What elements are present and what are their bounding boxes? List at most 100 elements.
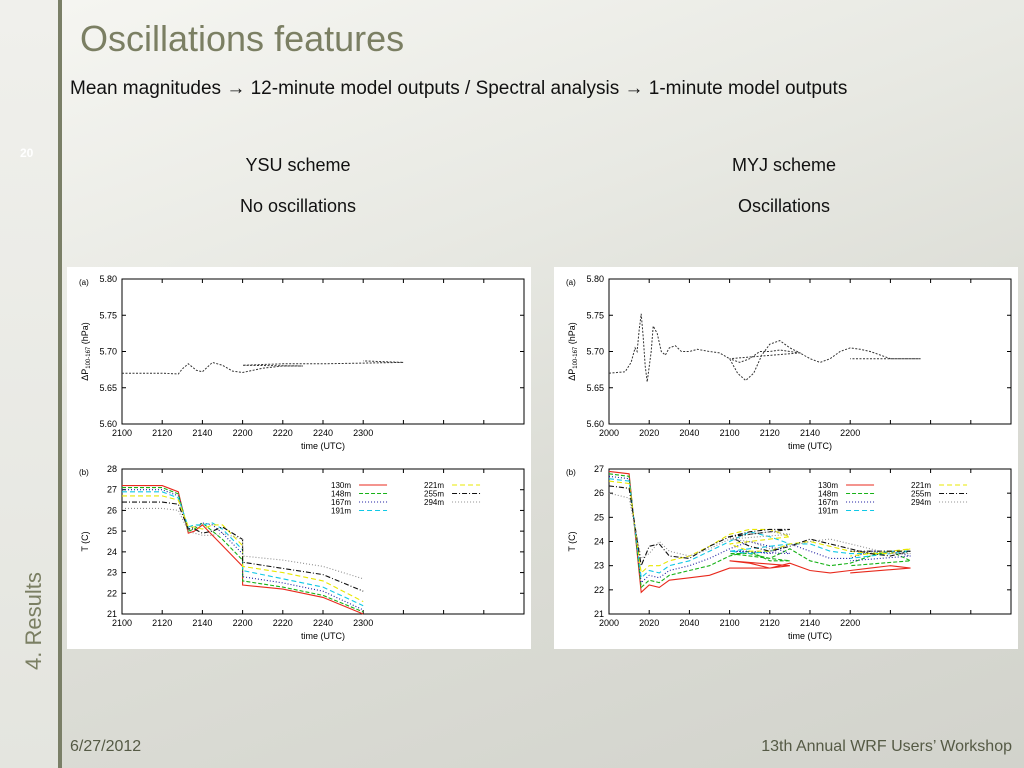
y-tick-label: 5.75	[586, 310, 604, 320]
x-tick-label: 2200	[233, 428, 253, 438]
plot-frame	[608, 278, 1012, 425]
x-tick-label: 2140	[800, 428, 820, 438]
legend-label: 167m	[331, 498, 351, 507]
y-tick-label: 5.70	[99, 347, 117, 357]
y-tick-label: 25	[107, 526, 117, 536]
y-tick-label: 22	[107, 588, 117, 598]
y-tick-label: 22	[594, 585, 604, 595]
legend-label: 255m	[911, 490, 931, 499]
series-line-167m	[608, 475, 911, 584]
section-label: 4. Results	[21, 572, 46, 670]
legend-label: 148m	[331, 490, 351, 499]
x-tick-label: 2120	[760, 428, 780, 438]
legend-label: 191m	[818, 507, 838, 516]
x-tick-label: 2120	[152, 428, 172, 438]
x-tick-label: 2100	[112, 618, 132, 628]
x-tick-label: 2020	[639, 428, 659, 438]
series-line-191m	[122, 491, 364, 607]
series-line-148m	[608, 473, 913, 589]
left-scheme-title: YSU scheme	[245, 155, 351, 175]
x-tick-label: 2140	[800, 618, 820, 628]
y-tick-label: 27	[107, 485, 117, 495]
myj-figure: 2000 2020 2040 2100 2120 2140 2200 5.60 5.65 5.70…	[554, 267, 1018, 649]
x-tick-label: 2300	[353, 428, 373, 438]
x-axis-label: time (UTC)	[301, 441, 345, 451]
x-tick-label: 2040	[679, 428, 699, 438]
arrow-right-icon: →	[226, 78, 246, 99]
footer-date: 6/27/2012	[70, 738, 142, 755]
series-line-148m	[122, 487, 364, 613]
x-tick-label: 2100	[720, 428, 740, 438]
ysu-figure: 2100 2120 2140 2200 2220 2240 2300 5.60 5.65 5.70…	[67, 267, 531, 649]
x-tick-label: 2120	[152, 618, 172, 628]
y-tick-label: 24	[107, 547, 117, 557]
series-line-130m	[122, 485, 364, 615]
subtitle-part-2: 12-minute model outputs / Spectral analy…	[250, 78, 620, 99]
series-line-294m	[608, 492, 911, 560]
series-line-167m	[122, 489, 364, 611]
right-scheme-note: Oscillations	[737, 196, 831, 216]
x-tick-label: 2000	[599, 618, 619, 628]
panel-label: (b)	[79, 468, 89, 477]
legend-label: 130m	[331, 481, 351, 490]
x-tick-label: 2100	[720, 618, 740, 628]
legend-label: 148m	[818, 490, 838, 499]
legend-label: 167m	[818, 498, 838, 507]
y-axis-label: ΔP100-167 (hPa)	[80, 322, 92, 381]
y-tick-label: 5.60	[586, 419, 604, 429]
x-tick-label: 2040	[679, 618, 699, 628]
plot-frame	[121, 278, 525, 425]
y-axis-label: T (C)	[567, 531, 577, 551]
series-line-130m	[608, 470, 911, 594]
legend-label: 191m	[331, 507, 351, 516]
series-line-294m	[122, 507, 364, 580]
x-tick-label: 2140	[192, 428, 212, 438]
y-tick-label: 5.60	[99, 419, 117, 429]
y-tick-label: 5.70	[586, 347, 604, 357]
legend-label: 294m	[911, 498, 931, 507]
pressure-series-line	[122, 360, 404, 375]
subtitle-part-1: Mean magnitudes	[70, 78, 222, 99]
x-tick-label: 2220	[273, 618, 293, 628]
subtitle-part-3: 1-minute model outputs	[648, 78, 848, 99]
x-tick-label: 2020	[639, 618, 659, 628]
y-tick-label: 27	[594, 464, 604, 474]
x-tick-label: 2100	[112, 428, 132, 438]
series-line-221m	[122, 495, 364, 603]
y-tick-label: 24	[594, 537, 604, 547]
y-axis-label: ΔP100-167 (hPa)	[567, 322, 579, 381]
y-tick-label: 28	[107, 464, 117, 474]
footer-event: 13th Annual WRF Users’ Workshop	[761, 738, 1012, 755]
y-tick-label: 23	[594, 561, 604, 571]
panel-label: (a)	[79, 278, 89, 287]
myj-chart-svg: 2000 2020 2040 2100 2120 2140 2200 5.60 5.65 5.70…	[566, 274, 1012, 641]
arrow-right-icon: →	[624, 78, 644, 99]
x-tick-label: 2220	[273, 428, 293, 438]
x-tick-label: 2240	[313, 428, 333, 438]
pressure-series-line	[608, 313, 921, 382]
slide-number: 20	[20, 146, 34, 160]
legend-label: 255m	[424, 490, 444, 499]
x-axis-label: time (UTC)	[788, 631, 832, 641]
sidebar-divider	[58, 0, 62, 768]
y-tick-label: 5.80	[586, 274, 604, 284]
x-tick-label: 2200	[840, 428, 860, 438]
y-tick-label: 26	[594, 488, 604, 498]
x-tick-label: 2240	[313, 618, 333, 628]
x-tick-label: 2300	[353, 618, 373, 628]
legend-label: 294m	[424, 498, 444, 507]
legend-label: 130m	[818, 481, 838, 490]
x-axis-label: time (UTC)	[301, 631, 345, 641]
series-line-255m	[608, 485, 911, 568]
y-tick-label: 21	[594, 609, 604, 619]
y-tick-label: 5.65	[99, 383, 117, 393]
ysu-chart-svg: 2100 2120 2140 2200 2220 2240 2300 5.60 5.65 5.70…	[79, 274, 525, 641]
x-tick-label: 2200	[840, 618, 860, 628]
sidebar	[0, 0, 58, 768]
y-tick-label: 21	[107, 609, 117, 619]
panel-label: (b)	[566, 468, 576, 477]
x-tick-label: 2120	[760, 618, 780, 628]
y-tick-label: 5.75	[99, 310, 117, 320]
y-axis-label: T (C)	[80, 531, 90, 551]
x-tick-label: 2140	[192, 618, 212, 628]
